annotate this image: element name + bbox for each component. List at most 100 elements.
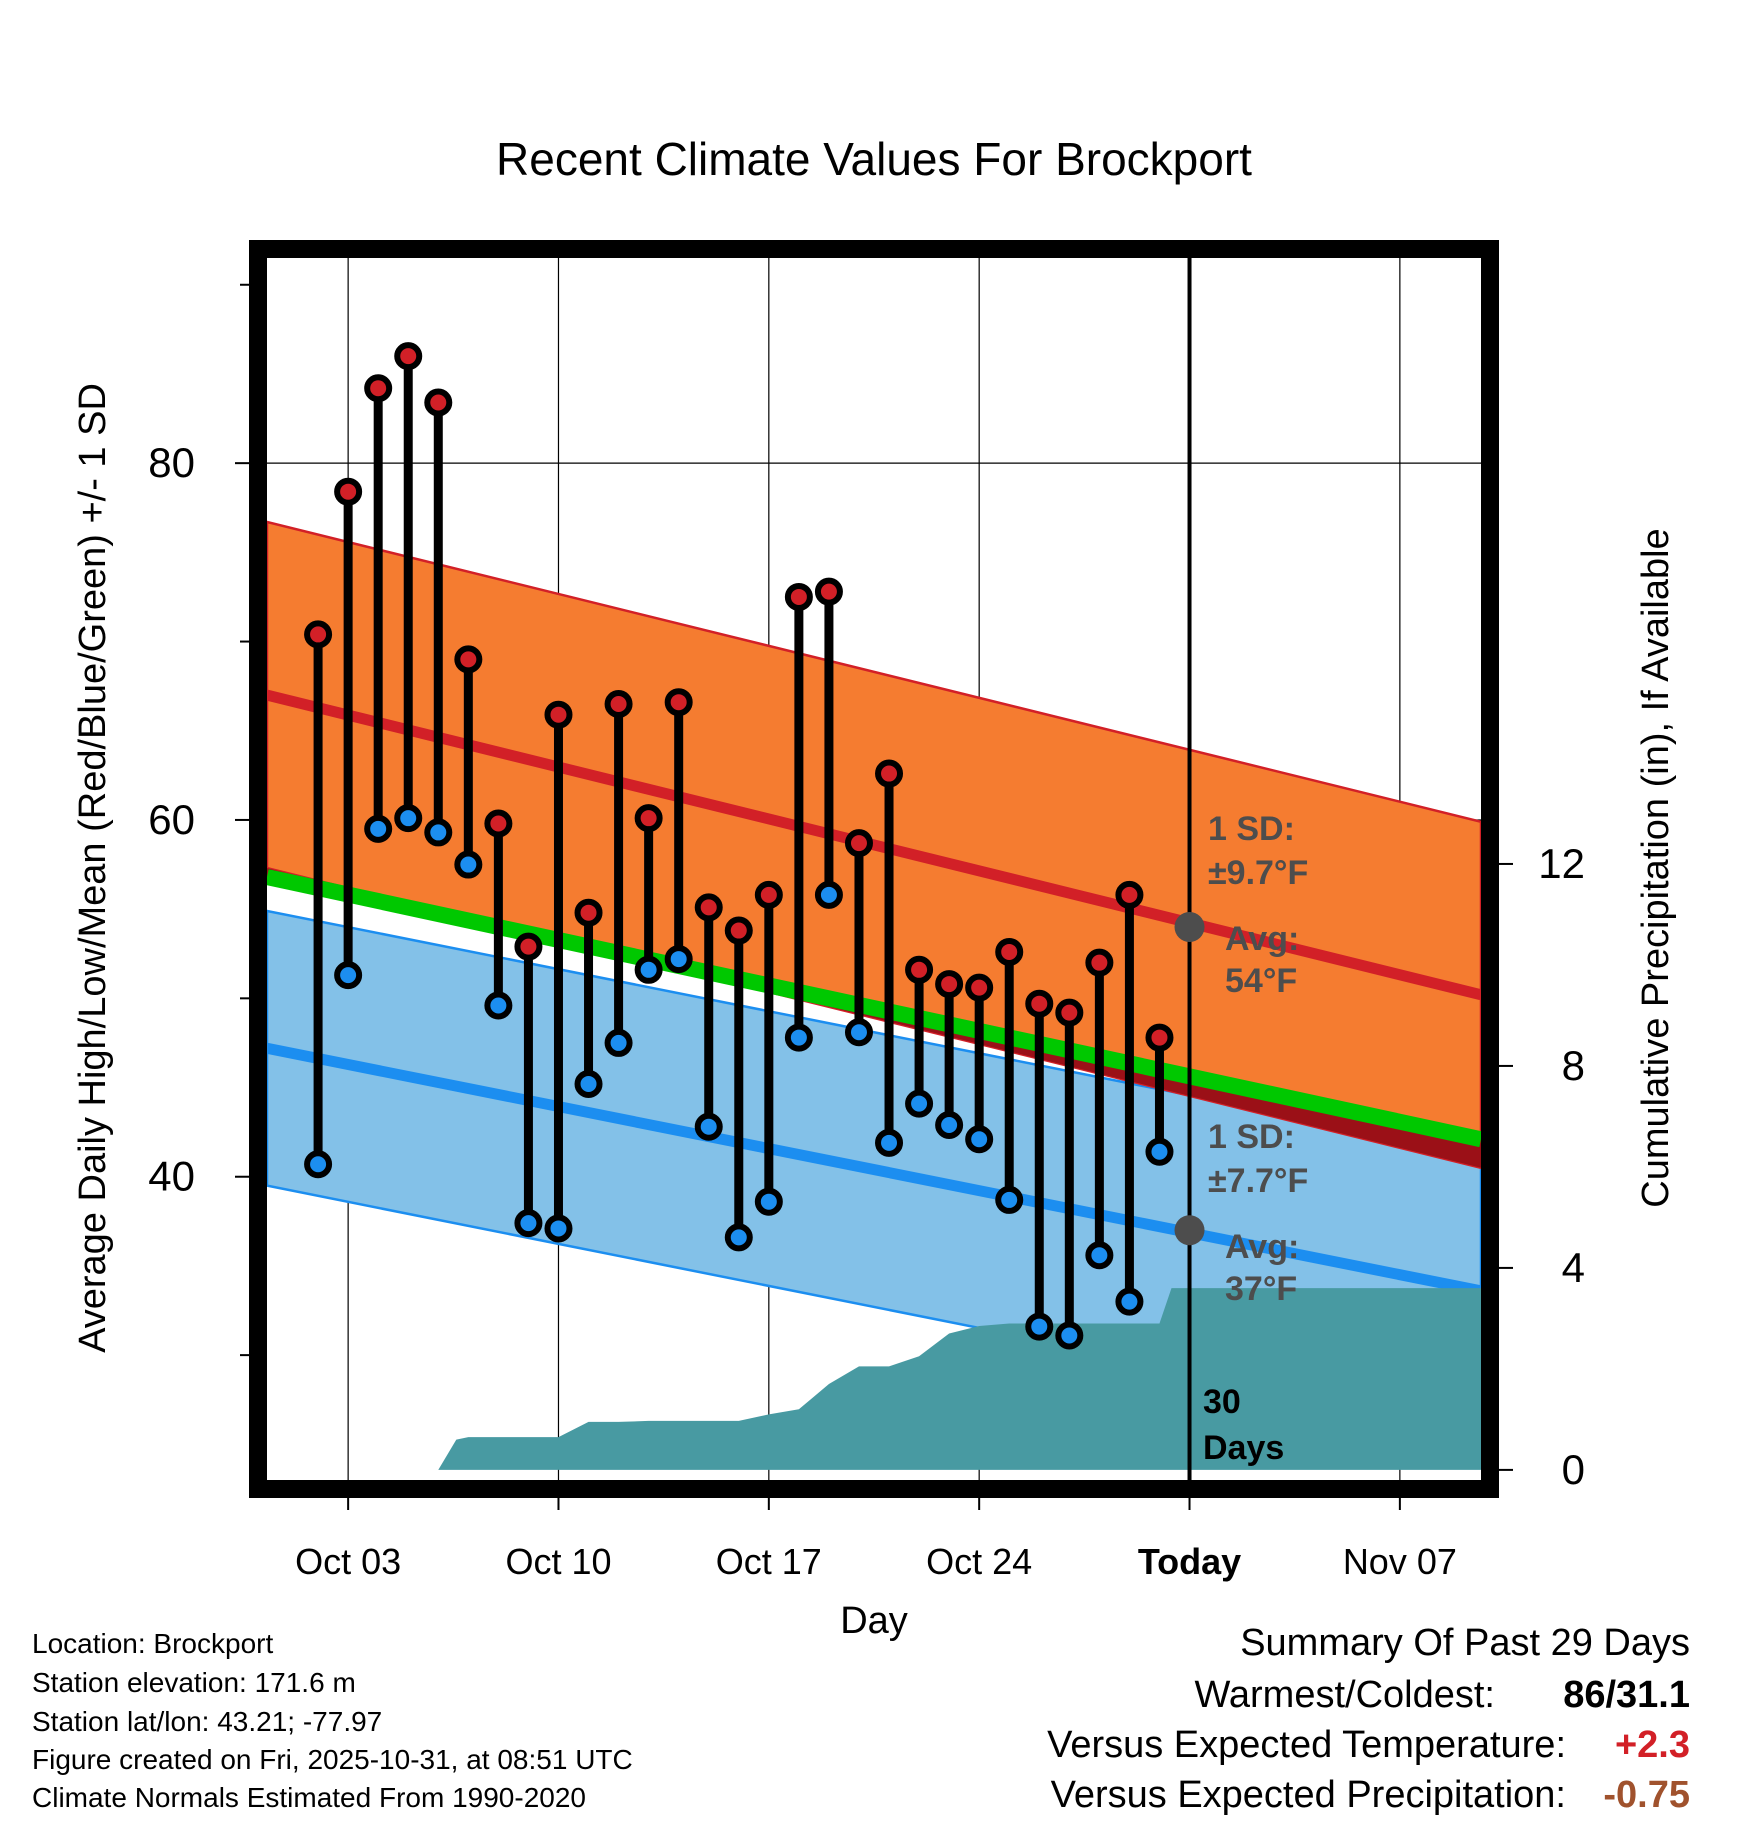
daily-low-point bbox=[754, 1187, 783, 1216]
high-avg-label: Avg: bbox=[1225, 920, 1299, 958]
high-avg-marker bbox=[1174, 911, 1205, 942]
daily-low-point bbox=[1055, 1321, 1084, 1350]
y-left-tick-label: 60 bbox=[148, 796, 195, 843]
temp-label: Versus Expected Temperature: bbox=[1047, 1724, 1566, 1766]
warm-cold-label: Warmest/Coldest: bbox=[1194, 1674, 1495, 1716]
daily-high-point bbox=[1025, 989, 1054, 1018]
daily-low-point bbox=[875, 1128, 904, 1157]
daily-high-point bbox=[454, 645, 483, 674]
low-sd-label: 1 SD: bbox=[1208, 1118, 1295, 1156]
warm-cold-value: 86/31.1 bbox=[1563, 1674, 1690, 1716]
daily-low-point bbox=[364, 814, 393, 843]
low-avg-label: Avg: bbox=[1225, 1228, 1299, 1266]
daily-range-stems bbox=[313, 356, 1164, 1336]
daily-high-point bbox=[1115, 880, 1144, 909]
daily-low-point bbox=[574, 1069, 603, 1098]
daily-high-point bbox=[1055, 998, 1084, 1027]
daily-low-point bbox=[995, 1185, 1024, 1214]
x-tick-label: Oct 03 bbox=[295, 1541, 401, 1582]
daily-high-point bbox=[965, 973, 994, 1002]
daily-low-point bbox=[965, 1125, 994, 1154]
low-avg-value: 37°F bbox=[1225, 1270, 1297, 1308]
precip-value: -0.75 bbox=[1603, 1774, 1690, 1816]
daily-low-point bbox=[694, 1112, 723, 1141]
days-count: 30 bbox=[1203, 1383, 1241, 1421]
daily-low-point bbox=[424, 818, 453, 847]
normal-low-line bbox=[267, 1042, 1481, 1297]
daily-high-point bbox=[1145, 1023, 1174, 1052]
daily-low-point bbox=[905, 1089, 934, 1118]
daily-low-point bbox=[304, 1150, 333, 1179]
daily-low-point bbox=[454, 850, 483, 879]
precip-label: Versus Expected Precipitation: bbox=[1050, 1774, 1566, 1816]
y-right-tick-label: 0 bbox=[1562, 1446, 1585, 1493]
daily-low-point bbox=[664, 945, 693, 974]
daily-high-point bbox=[334, 477, 363, 506]
elevation-text: Station elevation: 171.6 m bbox=[32, 1667, 356, 1698]
daily-low-point bbox=[935, 1110, 964, 1139]
y-axis-label-right: Cumulative Precipitation (in), If Availa… bbox=[1635, 528, 1677, 1207]
daily-high-point bbox=[935, 970, 964, 999]
daily-high-point bbox=[514, 932, 543, 961]
daily-high-point bbox=[574, 898, 603, 927]
days-label: Days bbox=[1203, 1429, 1284, 1467]
daily-low-point bbox=[334, 961, 363, 990]
precip-area bbox=[267, 1288, 1481, 1470]
daily-high-point bbox=[664, 688, 693, 717]
daily-high-point bbox=[364, 374, 393, 403]
daily-high-point bbox=[424, 388, 453, 417]
daily-high-point bbox=[905, 955, 934, 984]
daily-low-point bbox=[814, 880, 843, 909]
daily-high-point bbox=[784, 582, 813, 611]
daily-low-point bbox=[784, 1023, 813, 1052]
daily-high-point bbox=[544, 700, 573, 729]
x-axis-label: Day bbox=[840, 1600, 908, 1642]
normal-mean-line bbox=[267, 869, 1481, 1148]
daily-low-point bbox=[724, 1223, 753, 1252]
daily-high-point bbox=[484, 809, 513, 838]
daily-high-point bbox=[754, 880, 783, 909]
daily-low-point bbox=[604, 1028, 633, 1057]
x-tick-label: Today bbox=[1138, 1541, 1241, 1582]
daily-points bbox=[304, 342, 1174, 1350]
daily-high-point bbox=[875, 759, 904, 788]
y-right-tick-label: 8 bbox=[1562, 1042, 1585, 1089]
daily-high-point bbox=[694, 893, 723, 922]
y-left-tick-label: 80 bbox=[148, 439, 195, 486]
daily-low-point bbox=[634, 955, 663, 984]
created-text: Figure created on Fri, 2025-10-31, at 08… bbox=[32, 1744, 633, 1775]
daily-low-point bbox=[1085, 1241, 1114, 1270]
summary-heading: Summary Of Past 29 Days bbox=[1240, 1622, 1690, 1664]
daily-low-point bbox=[1145, 1137, 1174, 1166]
daily-high-point bbox=[394, 342, 423, 371]
location-text: Location: Brockport bbox=[32, 1628, 274, 1659]
x-tick-label: Oct 10 bbox=[505, 1541, 611, 1582]
daily-low-point bbox=[844, 1018, 873, 1047]
daily-low-point bbox=[1115, 1287, 1144, 1316]
low-sd-value: ±7.7°F bbox=[1208, 1162, 1308, 1200]
daily-low-point bbox=[484, 991, 513, 1020]
daily-high-point bbox=[634, 804, 663, 833]
daily-low-point bbox=[544, 1214, 573, 1243]
axes: Oct 03 Oct 10 Oct 17 Oct 24 Today Nov 0740608… bbox=[148, 283, 1585, 1582]
high-sd-label: 1 SD: bbox=[1208, 810, 1295, 848]
chart-title: Recent Climate Values For Brockport bbox=[496, 133, 1252, 185]
y-left-tick-label: 40 bbox=[148, 1153, 195, 1200]
daily-high-point bbox=[304, 620, 333, 649]
daily-high-point bbox=[844, 829, 873, 858]
latlon-text: Station lat/lon: 43.21; -77.97 bbox=[32, 1706, 383, 1737]
low-avg-marker bbox=[1174, 1215, 1205, 1246]
daily-high-point bbox=[724, 916, 753, 945]
y-right-tick-label: 12 bbox=[1538, 840, 1585, 887]
daily-low-point bbox=[1025, 1312, 1054, 1341]
y-axis-label-left: Average Daily High/Low/Mean (Red/Blue/Gr… bbox=[72, 383, 114, 1353]
plot-frame bbox=[249, 240, 1499, 1498]
x-tick-label: Oct 17 bbox=[716, 1541, 822, 1582]
daily-high-point bbox=[1085, 948, 1114, 977]
y-right-tick-label: 4 bbox=[1562, 1244, 1585, 1291]
daily-high-point bbox=[995, 937, 1024, 966]
precipitation-area bbox=[267, 1288, 1481, 1470]
high-sd-value: ±9.7°F bbox=[1208, 854, 1308, 892]
daily-high-point bbox=[814, 577, 843, 606]
